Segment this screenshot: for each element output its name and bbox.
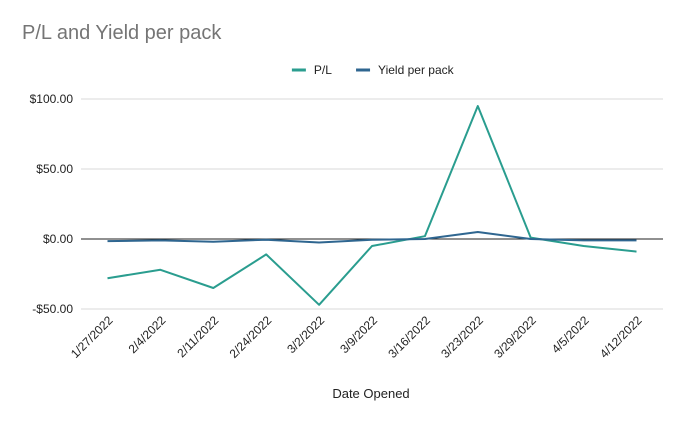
legend-label: Yield per pack (378, 63, 455, 77)
x-tick-label: 1/27/2022 (68, 313, 116, 361)
y-axis-ticks: -$50.00 $0.00 $50.00 $100.00 (30, 92, 74, 316)
y-tick-label: $0.00 (43, 232, 73, 246)
x-tick-label: 2/24/2022 (227, 313, 275, 361)
x-tick-label: 4/12/2022 (597, 313, 645, 361)
x-tick-label: 2/4/2022 (126, 313, 169, 356)
x-axis-title: Date Opened (332, 386, 409, 401)
series-lines (107, 105, 637, 306)
x-tick-label: 4/5/2022 (549, 313, 592, 356)
series-line-p-l (107, 105, 637, 306)
x-tick-label: 3/2/2022 (284, 313, 327, 356)
series-line-yield-per-pack (107, 231, 637, 244)
x-tick-label: 3/29/2022 (491, 313, 539, 361)
x-axis-ticks: 1/27/2022 2/4/2022 2/11/2022 2/24/2022 3/2/2… (68, 313, 645, 361)
chart-title: P/L and Yield per pack (22, 22, 222, 44)
legend-label: P/L (314, 63, 332, 77)
gridlines (81, 98, 663, 310)
y-tick-label: $50.00 (36, 162, 73, 176)
x-tick-label: 3/9/2022 (337, 313, 380, 356)
x-tick-label: 3/23/2022 (438, 313, 486, 361)
y-tick-label: $100.00 (30, 92, 74, 106)
legend: P/L Yield per pack (291, 63, 455, 77)
y-tick-label: -$50.00 (32, 302, 73, 316)
x-tick-label: 2/11/2022 (174, 313, 221, 360)
x-tick-label: 3/16/2022 (385, 313, 433, 361)
